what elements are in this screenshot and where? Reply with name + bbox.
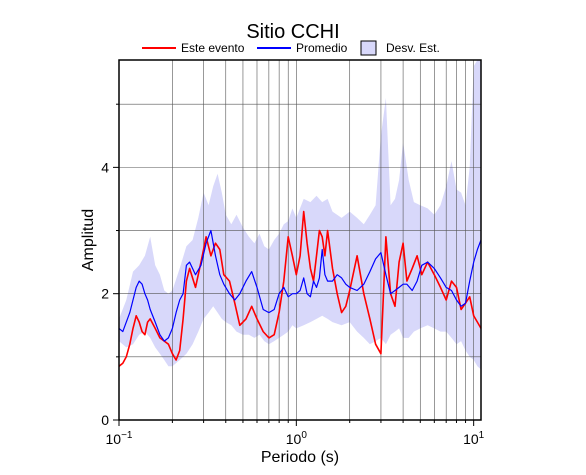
- series-event-line: [118, 210, 482, 367]
- grid: [118, 60, 481, 420]
- axis-ticks: 10−1 100 101 0 2 4: [101, 103, 485, 447]
- y-tick-label: 2: [101, 286, 109, 302]
- chart-title: Sitio CCHI: [246, 21, 339, 43]
- y-tick-label: 0: [101, 412, 109, 428]
- legend: Este evento Promedio Desv. Est.: [142, 40, 440, 56]
- plot-frame: [118, 59, 482, 421]
- x-axis-label: Periodo (s): [261, 449, 339, 466]
- series-layer: [118, 210, 482, 367]
- y-axis-label: Amplitud: [80, 209, 97, 271]
- x-tick-label: 101: [463, 430, 485, 447]
- legend-event-label: Este evento: [181, 41, 245, 55]
- x-tick-label: 10−1: [106, 430, 133, 447]
- series-mean-line: [118, 229, 482, 342]
- legend-std-label: Desv. Est.: [386, 41, 440, 55]
- legend-std-swatch: [360, 40, 377, 56]
- y-tick-label: 4: [101, 159, 109, 175]
- legend-mean-label: Promedio: [296, 41, 348, 55]
- x-tick-label: 100: [286, 430, 308, 447]
